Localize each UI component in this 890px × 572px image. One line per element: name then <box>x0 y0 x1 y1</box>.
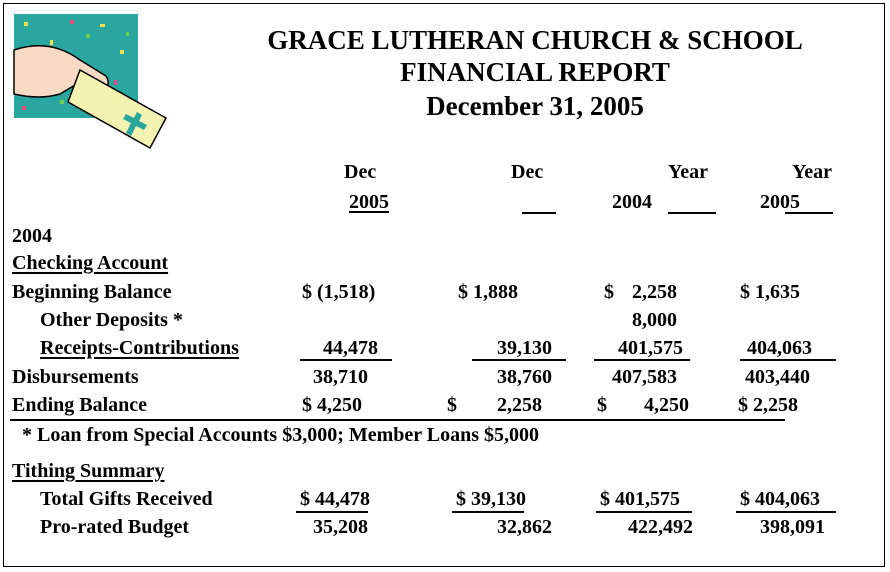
cell: $ <box>597 393 607 417</box>
cell: 2,258 <box>632 280 677 304</box>
cell: 403,440 <box>745 365 810 389</box>
column-header: Year <box>792 160 832 184</box>
row-label: Pro-rated Budget <box>40 515 189 539</box>
cell: 2,258 <box>497 393 542 417</box>
rule <box>452 511 524 513</box>
cell: 32,862 <box>497 515 552 539</box>
cell: $ 2,258 <box>738 393 798 417</box>
cell: 401,575 <box>618 336 683 360</box>
cell: 35,208 <box>313 515 368 539</box>
rule <box>596 511 692 513</box>
column-header: Year <box>668 160 708 184</box>
cell: $ <box>604 280 614 304</box>
rule <box>522 212 556 214</box>
column-header: 2004 <box>612 190 652 214</box>
rule <box>668 212 716 214</box>
column-header: Dec <box>344 160 376 184</box>
page: GRACE LUTHERAN CHURCH & SCHOOL FINANCIAL… <box>0 0 890 572</box>
row-label: 2004 <box>12 224 52 248</box>
rule <box>785 212 833 214</box>
cell: 8,000 <box>632 308 677 332</box>
report-date: December 31, 2005 <box>200 90 870 122</box>
cell: $ <box>447 393 457 417</box>
row-label: Receipts-Contributions <box>40 336 239 360</box>
cell: $ 44,478 <box>300 487 370 511</box>
row-label: Ending Balance <box>12 393 147 417</box>
rule <box>736 511 836 513</box>
cell: 44,478 <box>323 336 378 360</box>
row-label: Tithing Summary <box>12 459 164 483</box>
column-header: 2005 <box>760 190 800 214</box>
row-label: Total Gifts Received <box>40 487 213 511</box>
clip-art <box>10 10 168 150</box>
column-header: 2005 <box>349 190 389 214</box>
row-label: Other Deposits * <box>40 308 183 332</box>
row-label: Checking Account <box>12 251 168 275</box>
cell: 4,250 <box>644 393 689 417</box>
column-header: Dec <box>511 160 543 184</box>
cell: 38,710 <box>313 365 368 389</box>
row-label: Beginning Balance <box>12 280 171 304</box>
cell: 398,091 <box>760 515 825 539</box>
rule <box>10 419 785 421</box>
cell: $ (1,518) <box>302 280 375 304</box>
report-title: GRACE LUTHERAN CHURCH & SCHOOL <box>200 24 870 56</box>
cell: $ 1,888 <box>458 280 518 304</box>
cell: 38,760 <box>497 365 552 389</box>
cell: $ 1,635 <box>740 280 800 304</box>
cell: $ 39,130 <box>456 487 526 511</box>
report-title: FINANCIAL REPORT <box>200 56 870 88</box>
rule <box>296 511 368 513</box>
row-label: Disbursements <box>12 365 139 389</box>
cell: 404,063 <box>747 336 812 360</box>
cell: $ 404,063 <box>740 487 820 511</box>
cell: $ 401,575 <box>600 487 680 511</box>
cell: 422,492 <box>628 515 693 539</box>
row-label: * Loan from Special Accounts $3,000; Mem… <box>22 423 539 447</box>
cell: 407,583 <box>612 365 677 389</box>
cell: $ 4,250 <box>302 393 362 417</box>
cell: 39,130 <box>497 336 552 360</box>
